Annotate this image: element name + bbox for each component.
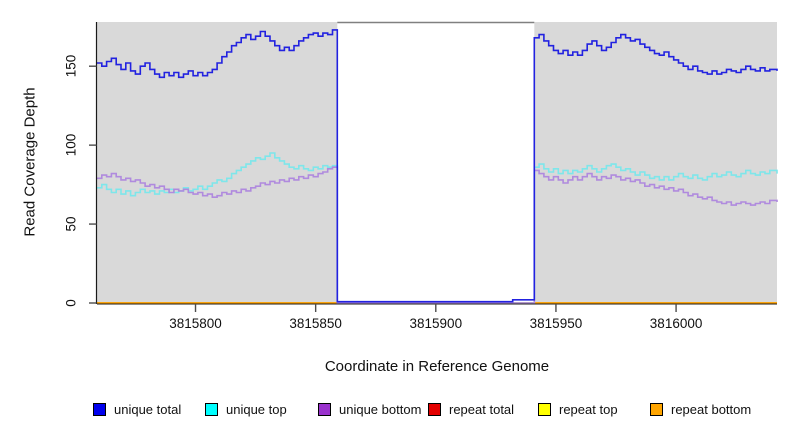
x-tick-label: 3815850 bbox=[289, 316, 342, 331]
legend-item-repeat-total: repeat total bbox=[428, 401, 515, 417]
legend-item-unique-total: unique total bbox=[93, 401, 182, 417]
legend-label: unique top bbox=[226, 401, 287, 417]
legend-label: repeat bottom bbox=[671, 401, 752, 417]
y-tick-label: 50 bbox=[63, 216, 79, 232]
y-tick-label: 100 bbox=[63, 133, 79, 157]
legend-item-repeat-bottom: repeat bottom bbox=[650, 401, 752, 417]
y-axis-title: Read Coverage Depth bbox=[21, 87, 39, 237]
legend-label: repeat top bbox=[559, 401, 618, 417]
legend-swatch-repeat-top bbox=[538, 402, 551, 416]
x-axis-title: Coordinate in Reference Genome bbox=[324, 358, 550, 375]
y-tick-label: 0 bbox=[63, 299, 79, 307]
legend-swatch-repeat-bottom bbox=[650, 402, 663, 416]
legend-item-unique-bottom: unique bottom bbox=[318, 401, 422, 417]
legend-item-unique-top: unique top bbox=[205, 401, 287, 417]
x-tick-label: 3815900 bbox=[409, 316, 463, 331]
legend-swatch-repeat-total bbox=[428, 402, 441, 416]
x-tick-label: 3815950 bbox=[529, 316, 583, 331]
legend-swatch-unique-bottom bbox=[318, 402, 331, 416]
series-line-unique-total bbox=[97, 29, 778, 303]
legend-swatch-unique-total bbox=[93, 402, 106, 416]
legend-swatch-unique-top bbox=[205, 402, 218, 416]
legend-item-repeat-top: repeat top bbox=[538, 401, 618, 417]
legend-label: repeat total bbox=[449, 401, 515, 417]
series-line-unique-bottom bbox=[97, 166, 778, 304]
legend-label: unique total bbox=[114, 401, 182, 417]
uncovered-region bbox=[337, 22, 535, 303]
legend-label: unique bottom bbox=[339, 401, 422, 417]
y-tick-label: 150 bbox=[63, 54, 79, 78]
x-tick-label: 3815800 bbox=[169, 316, 222, 331]
x-tick-label: 3816000 bbox=[649, 316, 703, 331]
